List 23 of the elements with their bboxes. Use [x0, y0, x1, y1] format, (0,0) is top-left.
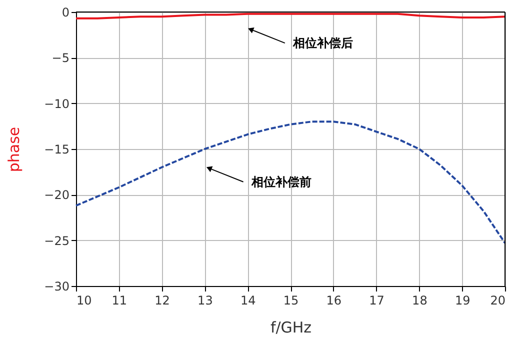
x-axis-title: f/GHz	[270, 318, 312, 336]
y-tick-label: −10	[44, 96, 70, 111]
x-tick-label: 20	[490, 294, 506, 308]
y-tick-label: −30	[44, 280, 70, 294]
y-tick-label: −15	[44, 142, 70, 156]
x-tick-label: 12	[154, 294, 170, 308]
y-tick-label: 0	[62, 6, 70, 20]
x-tick-label: 13	[198, 294, 213, 308]
x-tick-label: 10	[76, 294, 92, 308]
x-tick-label: 18	[412, 294, 428, 308]
line-series	[75, 120, 506, 244]
y-axis-title: phase	[5, 126, 24, 172]
y-tick-label: −25	[44, 234, 70, 248]
x-tick-label: 19	[454, 294, 470, 308]
y-tick-label: −5	[52, 51, 70, 66]
annotation: 相位补偿后	[292, 36, 354, 50]
x-tick-label: 16	[326, 294, 342, 308]
annotation: 相位补偿前	[250, 174, 312, 189]
x-tick-label: 14	[240, 294, 256, 308]
x-tick-label: 11	[112, 294, 128, 308]
y-tick-label: −20	[44, 188, 70, 202]
x-tick-label: 15	[283, 294, 299, 308]
x-tick-label: 17	[369, 294, 384, 308]
